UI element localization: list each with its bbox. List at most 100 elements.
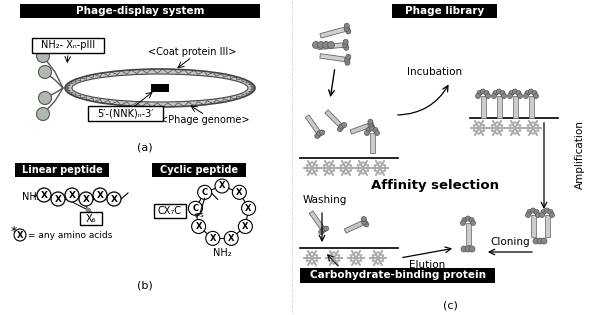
Circle shape [328, 42, 335, 49]
Circle shape [502, 94, 506, 99]
Circle shape [344, 45, 349, 50]
Polygon shape [309, 211, 327, 233]
Circle shape [469, 217, 474, 222]
Text: Cloning: Cloning [490, 237, 530, 247]
Circle shape [362, 220, 367, 225]
Text: X: X [242, 222, 248, 231]
Bar [545, 215, 550, 237]
Circle shape [323, 226, 329, 231]
Circle shape [533, 238, 539, 244]
Circle shape [317, 131, 322, 136]
Bar [481, 96, 485, 118]
Circle shape [191, 220, 206, 233]
Polygon shape [318, 43, 348, 49]
Bar [512, 96, 517, 118]
Polygon shape [320, 26, 350, 38]
Circle shape [364, 222, 369, 227]
Circle shape [93, 188, 107, 202]
Bar [151, 84, 169, 92]
Circle shape [215, 179, 229, 193]
Circle shape [500, 90, 505, 95]
Circle shape [530, 208, 536, 213]
Text: *: * [11, 226, 17, 238]
Bar [154, 204, 186, 218]
Text: CX₇C: CX₇C [158, 206, 182, 216]
Circle shape [37, 107, 49, 121]
Circle shape [320, 227, 326, 232]
Text: X: X [245, 204, 252, 213]
Circle shape [466, 216, 470, 221]
Circle shape [470, 220, 476, 226]
Circle shape [497, 89, 502, 94]
Text: <Phage genome>: <Phage genome> [160, 115, 250, 125]
Text: X: X [228, 234, 235, 243]
Circle shape [323, 42, 329, 49]
Circle shape [539, 213, 545, 217]
Bar [88, 106, 163, 121]
Circle shape [550, 213, 554, 217]
Circle shape [232, 185, 247, 199]
Circle shape [242, 201, 256, 215]
Text: X: X [17, 231, 23, 239]
Circle shape [508, 94, 512, 99]
Bar [20, 4, 260, 18]
Text: C: C [202, 188, 208, 197]
Text: Amplification: Amplification [575, 121, 585, 189]
Circle shape [107, 192, 121, 206]
Bar [80, 212, 102, 225]
Circle shape [14, 229, 26, 241]
Circle shape [462, 217, 467, 222]
Circle shape [517, 94, 523, 99]
Text: Phage library: Phage library [405, 6, 484, 16]
Circle shape [317, 42, 325, 49]
Bar [32, 38, 104, 53]
Text: Incubation: Incubation [407, 67, 463, 77]
Circle shape [491, 94, 497, 99]
Circle shape [344, 57, 349, 62]
Polygon shape [305, 115, 323, 137]
Text: (a): (a) [137, 143, 153, 153]
Circle shape [485, 94, 491, 99]
Circle shape [370, 126, 374, 131]
Circle shape [197, 185, 212, 199]
Circle shape [366, 128, 371, 133]
Circle shape [541, 209, 546, 215]
Circle shape [341, 123, 347, 128]
Circle shape [527, 209, 532, 215]
Circle shape [534, 209, 539, 215]
Circle shape [343, 43, 347, 48]
Text: X: X [236, 188, 242, 197]
Bar [530, 215, 536, 237]
Text: Washing: Washing [303, 195, 347, 205]
Circle shape [361, 216, 366, 221]
Circle shape [461, 220, 466, 226]
Circle shape [525, 90, 530, 95]
Text: (b): (b) [137, 280, 153, 290]
Text: NH₂- Xₙ-pIII: NH₂- Xₙ-pIII [41, 41, 95, 50]
Polygon shape [325, 110, 345, 130]
Bar [497, 96, 502, 118]
Bar [152, 163, 246, 177]
Text: C: C [193, 204, 199, 213]
Text: NH₂: NH₂ [22, 192, 41, 202]
Circle shape [541, 238, 547, 244]
Circle shape [368, 119, 373, 124]
Circle shape [344, 26, 349, 32]
Bar [466, 223, 470, 245]
Circle shape [319, 229, 324, 234]
Circle shape [476, 94, 481, 99]
Circle shape [224, 232, 238, 245]
Circle shape [337, 127, 343, 132]
Circle shape [238, 220, 253, 233]
Text: = any amino acids: = any amino acids [28, 231, 112, 239]
Circle shape [38, 66, 52, 78]
Circle shape [461, 246, 467, 252]
Circle shape [532, 90, 537, 95]
Text: Phage-display system: Phage-display system [76, 6, 204, 16]
Circle shape [526, 213, 530, 217]
Circle shape [65, 188, 79, 202]
Circle shape [529, 89, 533, 94]
Circle shape [346, 29, 351, 34]
Text: Elution: Elution [409, 260, 445, 270]
Text: X: X [219, 181, 225, 191]
